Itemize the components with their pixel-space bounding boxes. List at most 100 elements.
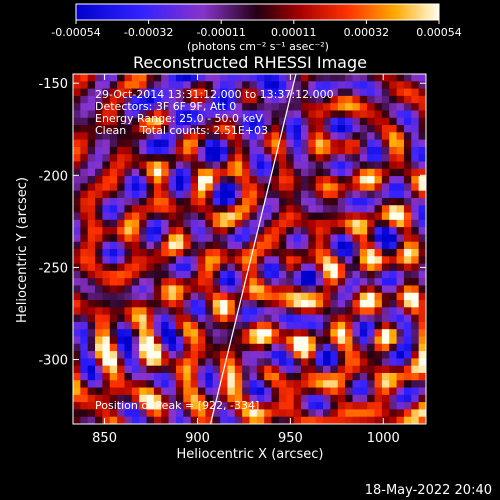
heatmap-cell — [411, 380, 420, 388]
heatmap-cell — [256, 234, 265, 243]
heatmap-cell — [117, 74, 125, 82]
heatmap-cell — [205, 139, 214, 148]
heatmap-cell — [175, 154, 184, 162]
heatmap-cell — [278, 402, 287, 410]
heatmap-cell — [80, 402, 89, 410]
heatmap-cell — [264, 380, 272, 388]
heatmap-cell — [220, 329, 228, 337]
heatmap-cell — [389, 292, 397, 301]
heatmap-cell — [308, 263, 317, 272]
heatmap-cell — [330, 219, 339, 228]
heatmap-cell — [73, 110, 81, 119]
heatmap-cell — [109, 402, 118, 410]
heatmap-cell — [271, 219, 280, 228]
heatmap-cell — [80, 256, 89, 264]
heatmap-cell — [352, 263, 361, 272]
heatmap-cell — [300, 205, 309, 213]
heatmap-cell — [396, 146, 405, 155]
heatmap-cell — [87, 139, 96, 148]
heatmap-cell — [190, 161, 199, 170]
heatmap-cell — [256, 329, 265, 337]
heatmap-cell — [249, 74, 258, 82]
heatmap-cell — [80, 88, 89, 97]
heatmap-cell — [190, 212, 199, 221]
heatmap-cell — [234, 292, 243, 301]
heatmap-cell — [308, 110, 317, 119]
render-timestamp: 18-May-2022 20:40 — [365, 483, 492, 498]
heatmap-cell — [374, 249, 383, 257]
heatmap-cell — [205, 380, 214, 388]
heatmap-cell — [367, 256, 375, 264]
heatmap-cell — [234, 416, 243, 424]
heatmap-cell — [418, 329, 426, 337]
heatmap-cell — [330, 372, 339, 381]
heatmap-cell — [286, 219, 295, 228]
colorbar — [75, 3, 440, 21]
heatmap-cell — [227, 387, 236, 396]
heatmap-cell — [124, 351, 133, 359]
heatmap-cell — [109, 249, 118, 257]
heatmap-cell — [345, 394, 353, 403]
heatmap-cell — [102, 234, 111, 243]
heatmap-cell — [264, 351, 272, 359]
heatmap-cell — [220, 372, 228, 381]
heatmap-cell — [198, 103, 206, 111]
heatmap-cell — [146, 409, 155, 418]
heatmap-cell — [80, 227, 89, 235]
heatmap-cell — [389, 103, 397, 111]
heatmap-cell — [95, 263, 103, 272]
heatmap-cell — [146, 249, 155, 257]
heatmap-cell — [323, 409, 331, 418]
heatmap-cell — [271, 74, 280, 82]
heatmap-cell — [146, 321, 155, 330]
heatmap-cell — [264, 285, 272, 294]
heatmap-cell — [168, 292, 177, 301]
heatmap-cell — [300, 321, 309, 330]
heatmap-cell — [146, 270, 155, 279]
heatmap-cell — [345, 372, 353, 381]
heatmap-cell — [117, 117, 125, 126]
heatmap-cell — [153, 314, 162, 323]
heatmap-cell — [80, 285, 89, 294]
heatmap-cell — [183, 285, 192, 294]
heatmap-cell — [345, 88, 353, 97]
heatmap-cell — [403, 161, 412, 170]
heatmap-cell — [271, 256, 280, 264]
heatmap-cell — [190, 402, 199, 410]
heatmap-cell — [374, 409, 383, 418]
heatmap-cell — [124, 74, 133, 82]
heatmap-cell — [190, 168, 199, 177]
heatmap-cell — [109, 409, 118, 418]
heatmap-cell — [124, 241, 133, 250]
heatmap-cell — [352, 176, 361, 184]
heatmap-cell — [278, 314, 287, 323]
heatmap-cell — [242, 154, 250, 162]
heatmap-cell — [337, 212, 346, 221]
heatmap-cell — [190, 321, 199, 330]
heatmap-cell — [198, 380, 206, 388]
y-tick-label: -300 — [38, 354, 68, 369]
heatmap-cell — [73, 336, 81, 345]
heatmap-cell — [367, 212, 375, 221]
heatmap-cell — [117, 307, 125, 316]
heatmap-cell — [264, 256, 272, 264]
heatmap-cell — [190, 117, 199, 126]
heatmap-cell — [220, 205, 228, 213]
heatmap-cell — [212, 358, 221, 367]
heatmap-cell — [95, 278, 103, 286]
heatmap-cell — [374, 168, 383, 177]
heatmap-cell — [80, 249, 89, 257]
heatmap-cell — [124, 227, 133, 235]
heatmap-cell — [175, 314, 184, 323]
heatmap-cell — [389, 146, 397, 155]
heatmap-cell — [131, 394, 140, 403]
heatmap-cell — [352, 139, 361, 148]
heatmap-cell — [264, 336, 272, 345]
heatmap-cell — [278, 95, 287, 104]
heatmap-cell — [139, 154, 147, 162]
heatmap-cell — [227, 110, 236, 119]
heatmap-cell — [286, 270, 295, 279]
heatmap-cell — [234, 358, 243, 367]
heatmap-cell — [389, 416, 397, 424]
heatmap-cell — [352, 387, 361, 396]
